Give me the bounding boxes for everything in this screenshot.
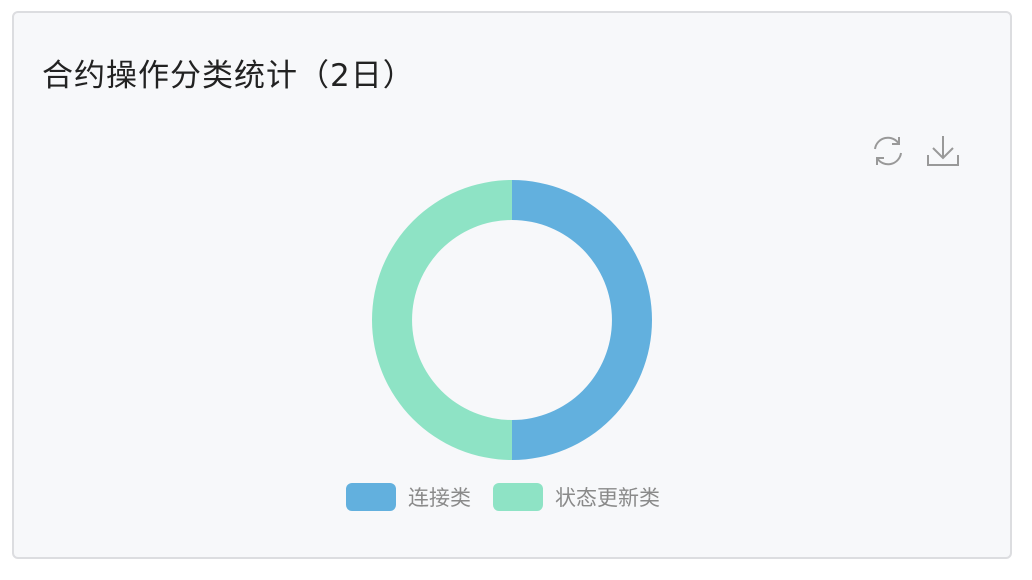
legend-label-1: 状态更新类 (555, 486, 660, 510)
refresh-icon[interactable] (870, 133, 906, 169)
legend: 连接类 状态更新类 (346, 482, 682, 512)
donut-slice-1[interactable] (372, 180, 512, 460)
legend-swatch-0 (346, 483, 396, 511)
legend-item-0[interactable]: 连接类 (346, 482, 471, 512)
legend-item-1[interactable]: 状态更新类 (493, 482, 660, 512)
download-icon[interactable] (925, 133, 961, 169)
chart-title: 合约操作分类统计（2日） (42, 58, 415, 94)
donut-slice-0[interactable] (512, 180, 652, 460)
chart-card (12, 11, 1012, 559)
legend-swatch-1 (493, 483, 543, 511)
legend-label-0: 连接类 (408, 486, 471, 510)
